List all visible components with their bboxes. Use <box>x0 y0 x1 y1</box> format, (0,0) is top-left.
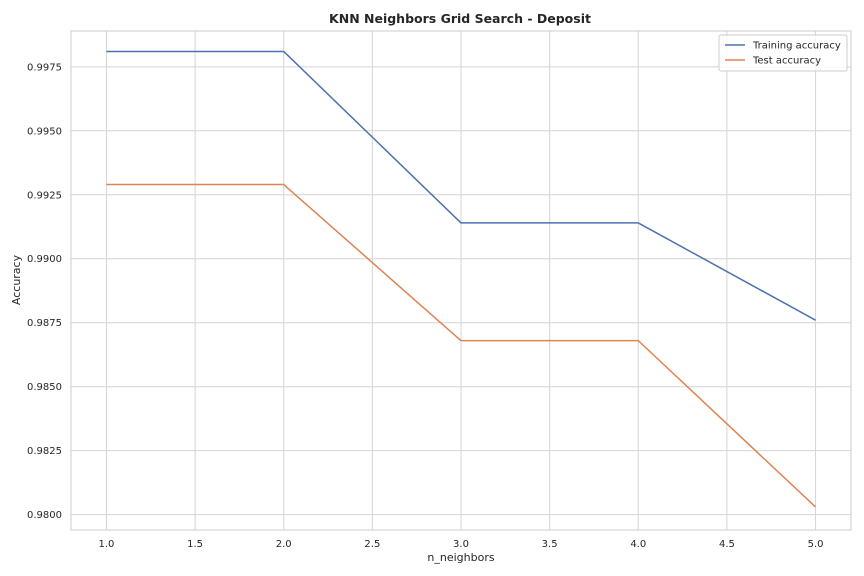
x-tick-label: 1.5 <box>187 539 203 550</box>
x-tick-label: 2.5 <box>364 539 380 550</box>
x-axis: 1.0 1.5 2.0 2.5 3.0 3.5 4.0 4.5 5.0 <box>99 539 824 550</box>
legend-box <box>718 34 848 72</box>
legend: Training accuracy Test accuracy <box>718 34 848 72</box>
y-tick-label: 0.9950 <box>27 126 62 137</box>
y-tick-label: 0.9975 <box>27 62 62 73</box>
y-axis: 0.9800 0.9825 0.9850 0.9875 0.9900 0.9925 0.99… <box>27 62 62 521</box>
legend-label: Training accuracy <box>752 41 841 52</box>
y-tick-label: 0.9850 <box>27 382 62 393</box>
x-axis-label: n_neighbors <box>427 551 494 564</box>
x-tick-label: 1.0 <box>99 539 115 550</box>
y-tick-label: 0.9875 <box>27 318 62 329</box>
x-tick-label: 3.5 <box>542 539 558 550</box>
plot-frame <box>70 30 852 531</box>
grid <box>71 31 851 530</box>
x-tick-label: 2.0 <box>276 539 292 550</box>
series-line-0 <box>106 50 816 321</box>
y-axis-label: Accuracy <box>10 254 23 305</box>
series-lines <box>106 50 817 508</box>
x-tick-label: 4.0 <box>630 539 646 550</box>
y-tick-label: 0.9800 <box>27 510 62 521</box>
series-line-1 <box>106 183 817 508</box>
chart-title: KNN Neighbors Grid Search - Deposit <box>329 11 591 26</box>
y-tick-label: 0.9900 <box>27 254 62 265</box>
y-tick-label: 0.9825 <box>27 446 62 457</box>
legend-label: Test accuracy <box>752 56 821 67</box>
y-tick-label: 0.9925 <box>27 190 62 201</box>
x-tick-label: 3.0 <box>453 539 469 550</box>
x-tick-label: 5.0 <box>808 539 824 550</box>
x-tick-label: 4.5 <box>719 539 735 550</box>
